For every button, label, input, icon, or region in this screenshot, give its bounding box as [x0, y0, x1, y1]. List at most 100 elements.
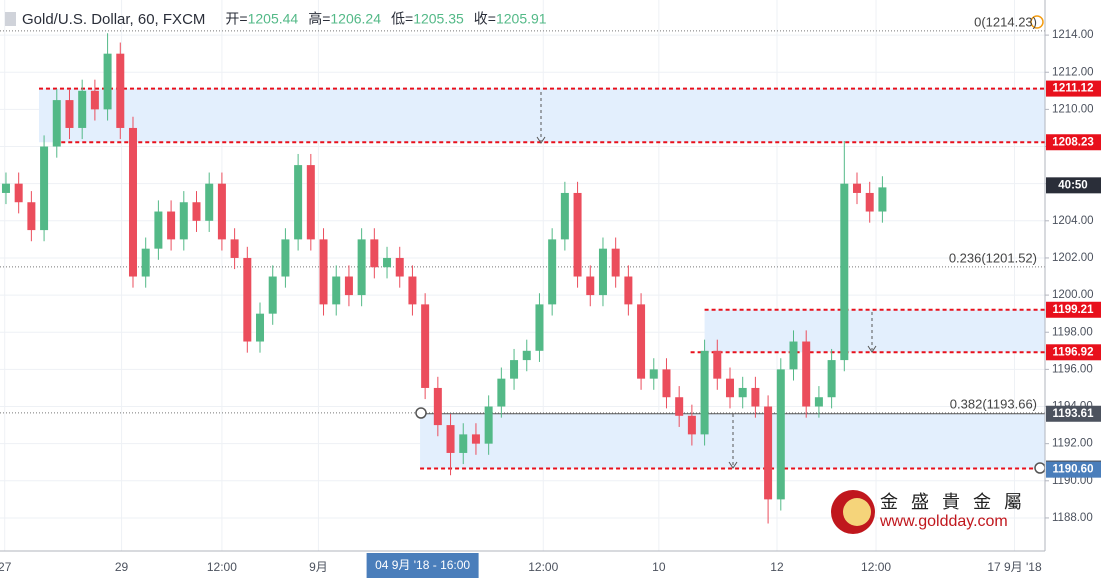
candle-body — [853, 183, 862, 193]
candle-body — [332, 276, 341, 305]
candle-body — [510, 360, 519, 379]
alert-icon — [1030, 15, 1044, 29]
price-label-bg — [1046, 405, 1101, 422]
ohlc-label: 开= — [225, 11, 247, 27]
candle-body — [573, 192, 582, 277]
candle-body — [217, 183, 226, 240]
candle-body — [586, 276, 595, 296]
candle-body — [344, 276, 353, 296]
fib-label: 0.382(1193.66) — [950, 396, 1037, 411]
candle-body — [167, 211, 176, 240]
fib-label: 0.236(1201.52) — [949, 250, 1037, 265]
candle-body — [802, 341, 811, 407]
ohlc-header: 开= 1205.44 高= 1206.24 低= 1205.35 收= 1205.91 — [225, 11, 546, 27]
candles — [1, 33, 887, 524]
candle-body — [522, 350, 531, 361]
overlay: 0(1214.23) 0.236(1201.52) 0.382(1193.66) — [415, 14, 1046, 474]
candle-body — [738, 387, 747, 398]
header: Gold/U.S. Dollar, 60, FXCM 开= 1205.44 高= 12… — [5, 11, 547, 28]
anchor-handle — [415, 407, 427, 419]
candle-body — [637, 304, 646, 379]
candle-body — [256, 313, 265, 342]
chart-title: Gold/U.S. Dollar, 60, FXCM — [22, 11, 205, 28]
candle-body — [687, 415, 696, 435]
candle-body — [421, 304, 430, 388]
y-tick-label: 1196.00 — [1052, 363, 1093, 375]
candle-body — [497, 378, 506, 407]
crosshair-label: 04 9月 '18 - 16:00 — [375, 558, 470, 572]
x-tick-label: 27 — [0, 560, 12, 574]
candle-body — [141, 248, 150, 277]
y-tick-label: 1188.00 — [1052, 512, 1093, 524]
arrow-head — [867, 345, 877, 353]
candle-body — [751, 387, 760, 407]
y-tick-label: 1204.00 — [1052, 215, 1094, 227]
candle-body — [383, 257, 392, 268]
logo-name: 金 盛 貴 金 屬 — [880, 492, 1026, 512]
candle-body — [370, 239, 379, 268]
candle-body — [319, 239, 328, 305]
candle-body — [878, 187, 887, 212]
logo: 金 盛 貴 金 屬 www.goldday.com — [831, 490, 1026, 534]
zone — [704, 309, 1045, 353]
price-label: 1208.23 — [1052, 136, 1094, 148]
candle-body — [205, 183, 214, 221]
y-tick-label: 1190.00 — [1052, 475, 1093, 487]
candle-body — [192, 202, 201, 221]
candle-body — [243, 257, 252, 342]
candle-body — [281, 239, 290, 277]
candle-body — [14, 183, 23, 203]
x-tick-label: 12:00 — [207, 560, 237, 574]
candle-body — [433, 387, 442, 426]
candle-body — [560, 192, 569, 240]
x-tick-label: 10 — [652, 560, 666, 574]
anchor-handle — [1034, 462, 1046, 474]
y-tick-label: 1202.00 — [1052, 252, 1094, 264]
axes: 1188.001190.001192.001194.001196.001198.… — [0, 29, 1101, 578]
candle-body — [764, 406, 773, 500]
candle-body — [306, 165, 315, 240]
candle-body — [713, 350, 722, 379]
x-tick-label: 17 9月 '18 — [987, 560, 1042, 574]
candle-body — [90, 90, 99, 110]
x-tick-label: 12:00 — [861, 560, 891, 574]
candle-body — [865, 192, 874, 212]
candle-body — [65, 100, 74, 128]
ohlc-value: 1205.44 — [248, 11, 299, 27]
candle-body — [27, 202, 36, 231]
candle-body — [268, 276, 277, 314]
crosshair-label-bg — [366, 553, 479, 578]
ohlc-value: 1205.35 — [413, 11, 464, 27]
price-label-bg — [1046, 461, 1101, 478]
candle-body — [357, 239, 366, 296]
y-tick-label: 1210.00 — [1052, 103, 1094, 115]
candle-body — [1, 183, 10, 193]
price-label: 1196.92 — [1053, 346, 1094, 358]
candle-body — [128, 127, 137, 277]
candle-body — [408, 276, 417, 305]
fib-label: 0(1214.23) — [974, 14, 1037, 29]
price-label: 1193.61 — [1053, 408, 1095, 420]
candle-body — [840, 183, 849, 361]
candle-body — [484, 406, 493, 444]
candle-body — [598, 248, 607, 296]
x-tick-label: 12:00 — [528, 560, 558, 574]
ohlc-value: 1206.24 — [330, 11, 381, 27]
price-label: 40:50 — [1058, 179, 1087, 191]
arrow-head — [728, 461, 738, 469]
zone — [38, 88, 1046, 143]
ohlc-label: 低= — [391, 11, 413, 27]
y-tick-label: 1214.00 — [1052, 29, 1094, 41]
candle-body — [611, 248, 620, 277]
logo-url: www.goldday.com — [879, 513, 1008, 530]
candle-body — [294, 165, 303, 240]
candle-body — [103, 53, 112, 110]
candle-body — [624, 276, 633, 305]
candle-body — [40, 146, 49, 231]
candle-body — [154, 211, 163, 249]
price-label-bg — [1046, 344, 1101, 361]
price-label-bg — [1046, 177, 1101, 194]
price-label-bg — [1046, 301, 1101, 318]
candle-body — [649, 369, 658, 379]
